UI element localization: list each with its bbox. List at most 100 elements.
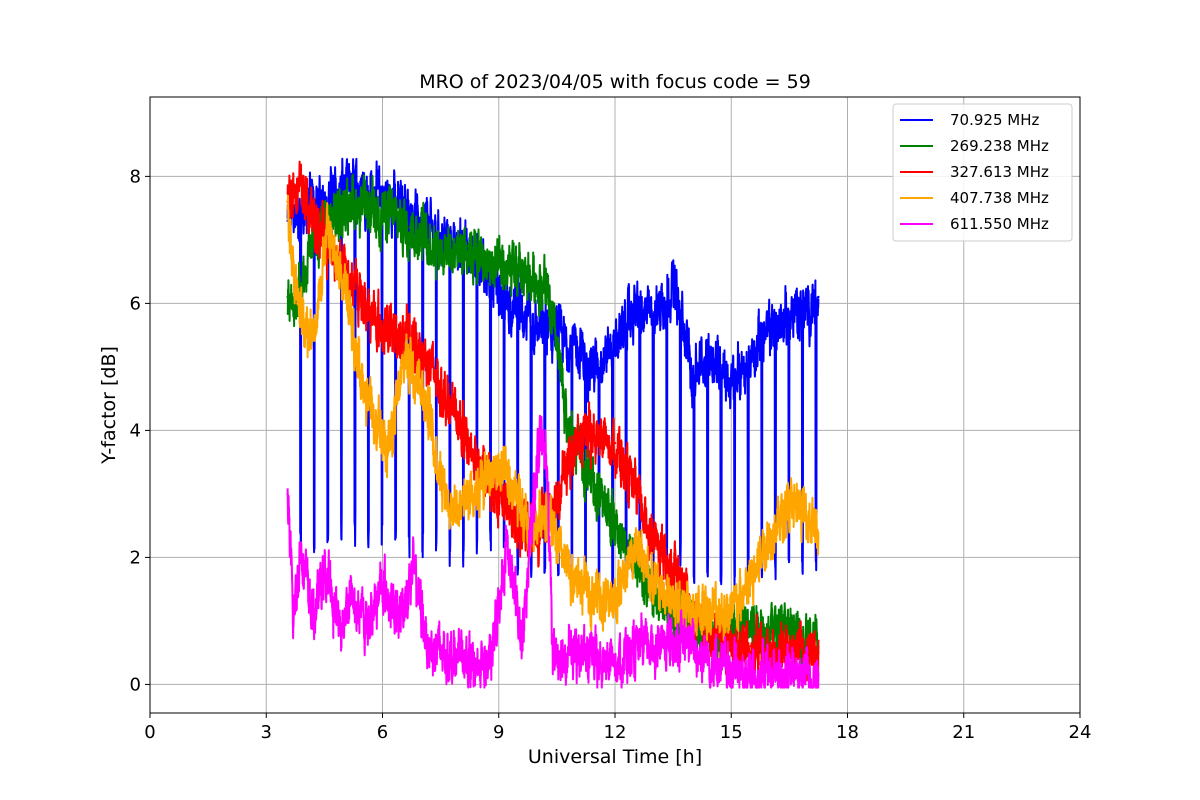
series-line [286,160,820,689]
data-point [350,200,353,203]
series-line [286,194,820,647]
data-point [443,651,446,654]
y-tick-label: 0 [130,674,141,695]
data-point [311,238,314,242]
data-point [536,454,539,457]
legend-label: 327.613 MHz [950,163,1049,181]
data-point [613,657,617,661]
data-point [420,378,423,381]
data-point [710,607,714,610]
data-point [817,673,820,677]
data-point [559,556,562,559]
data-point [408,226,411,229]
data-point [358,365,361,369]
data-point [286,492,289,496]
data-point [807,645,810,648]
data-point [400,333,404,337]
data-point [505,543,508,546]
data-point [613,441,617,445]
data-point [451,511,454,515]
x-tick-label: 15 [720,722,743,743]
data-point [582,461,586,464]
data-point [582,651,586,654]
data-point [691,613,694,616]
legend-item: 327.613 MHz [900,163,1049,181]
data-point [482,480,485,483]
data-point [466,492,469,496]
data-point [788,505,791,508]
data-point [524,276,528,280]
data-point [389,441,392,445]
data-point [551,651,555,654]
data-point [365,626,369,629]
data-point [439,384,442,388]
data-point [768,670,772,673]
data-point [311,219,314,222]
y-axis-label: Y-factor [dB] [98,346,120,465]
data-point [671,568,675,572]
data-point [330,219,334,222]
x-tick-label: 24 [1069,722,1092,743]
data-point [396,619,400,623]
legend-label: 70.925 MHz [950,111,1039,129]
x-tick-label: 3 [261,722,272,743]
data-point [633,308,636,311]
legend-label: 407.738 MHz [950,189,1049,207]
plot-area [286,157,820,689]
data-point [544,429,547,432]
data-point [691,372,694,375]
data-point [350,594,353,597]
data-point [633,651,636,654]
data-point [788,673,791,677]
data-point [427,645,431,648]
data-point [296,181,299,184]
data-point [404,353,407,356]
data-point [807,673,810,677]
data-point [598,492,601,496]
data-point [788,632,791,635]
data-point [768,626,772,629]
data-point [286,206,289,210]
data-point [544,283,547,286]
data-point [749,645,752,648]
data-point [749,581,752,584]
data-point [327,226,330,229]
data-point [338,626,342,629]
data-point [817,295,820,299]
data-point [361,302,365,305]
data-point [710,657,714,661]
data-point [458,422,462,426]
data-point [311,619,314,623]
data-point [691,645,694,648]
legend-box [892,103,1073,242]
data-point [435,454,438,457]
data-point [497,467,500,470]
data-point [594,435,597,438]
data-point [544,505,547,508]
data-point [485,264,489,267]
data-point [342,187,345,191]
data-point [730,613,733,616]
data-point [768,530,772,534]
data-point [296,302,299,305]
data-point [730,670,733,673]
x-tick-label: 9 [493,722,504,743]
data-point [389,213,392,216]
data-point [292,619,295,623]
data-point [652,314,655,318]
data-point [412,568,415,572]
data-point [369,213,373,216]
data-point [598,664,601,667]
legend-label: 269.238 MHz [950,137,1049,155]
data-point [730,626,733,629]
data-point [768,327,772,330]
x-tick-label: 6 [377,722,388,743]
data-point [497,492,500,496]
data-point [807,511,810,515]
data-point [381,327,384,330]
x-tick-label: 12 [604,722,627,743]
data-point [749,626,752,629]
data-point [575,346,578,349]
